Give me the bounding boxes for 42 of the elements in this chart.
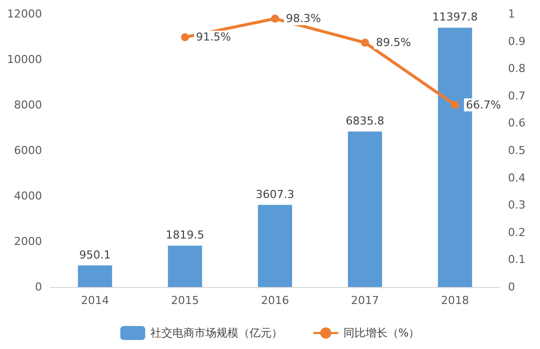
point bbox=[271, 14, 279, 23]
data-label: 98.3% bbox=[286, 12, 321, 26]
y-tick-label: 2000 bbox=[14, 235, 42, 248]
y2-tick-label: 0.5 bbox=[508, 144, 526, 157]
legend-label: 社交电商市场规模（亿元） bbox=[150, 326, 282, 340]
y2-tick-label: 0.2 bbox=[508, 226, 526, 239]
bar bbox=[258, 204, 292, 287]
y-tick-label: 0 bbox=[35, 280, 42, 294]
y2-tick-label: 0.6 bbox=[508, 116, 526, 130]
data-label: 3607.3 bbox=[256, 188, 294, 201]
point bbox=[361, 38, 369, 47]
point bbox=[181, 33, 189, 42]
legend-label: 同比增长（%） bbox=[343, 326, 420, 340]
y2-tick-label: 0.1 bbox=[508, 253, 526, 266]
y-tick-label: 10000 bbox=[7, 53, 42, 66]
bar bbox=[78, 265, 112, 287]
y2-tick-label: 0 bbox=[508, 280, 515, 294]
y2-tick-label: 0.9 bbox=[508, 34, 526, 48]
data-label: 89.5% bbox=[376, 36, 411, 50]
data-label: 66.7% bbox=[466, 98, 501, 112]
y2-tick-label: 0.4 bbox=[508, 171, 526, 184]
x-tick-label: 2018 bbox=[441, 294, 469, 307]
y2-tick-label: 0.8 bbox=[508, 62, 526, 76]
bar bbox=[348, 131, 382, 287]
data-label: 91.5% bbox=[196, 30, 231, 44]
data-label: 11397.8 bbox=[432, 10, 478, 24]
y-tick-label: 4000 bbox=[14, 190, 42, 202]
x-tick-label: 2016 bbox=[261, 294, 289, 307]
y2-tick-label: 0.3 bbox=[508, 198, 526, 212]
x-tick-label: 2015 bbox=[171, 294, 199, 307]
y-tick-label: 8000 bbox=[14, 98, 42, 112]
y-tick-label: 12000 bbox=[7, 8, 42, 20]
y2-tick-label: 1 bbox=[508, 8, 515, 20]
bar bbox=[168, 246, 202, 287]
data-label: 950.1 bbox=[79, 248, 111, 262]
data-label: 6835.8 bbox=[346, 114, 384, 128]
point bbox=[451, 100, 459, 109]
x-tick-label: 2014 bbox=[81, 294, 109, 307]
x-tick-label: 2017 bbox=[351, 294, 379, 307]
y-tick-label: 6000 bbox=[14, 144, 42, 157]
y2-tick-label: 0.7 bbox=[508, 89, 526, 102]
data-label: 1819.5 bbox=[166, 228, 204, 242]
